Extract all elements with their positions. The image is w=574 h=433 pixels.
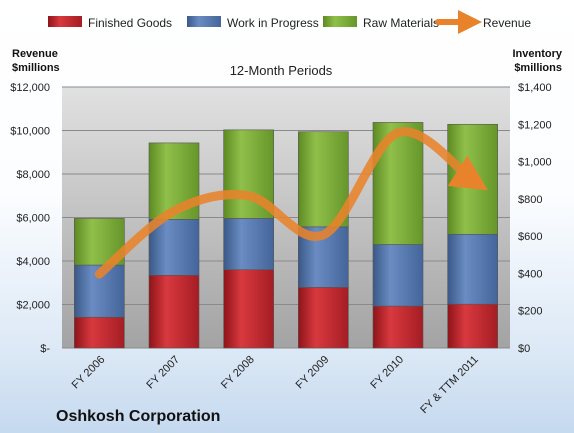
bar-finished-goods-4 <box>372 305 424 349</box>
legend-swatch-raw-materials <box>323 16 357 27</box>
right-tick-label-6: $1,200 <box>518 119 552 131</box>
legend-label-revenue: Revenue <box>483 16 531 30</box>
legend-label-raw-materials: Raw Materials <box>363 16 439 30</box>
bar-work-in-progress-4 <box>372 244 424 307</box>
x-tick-label-3: FY 2009 <box>294 354 332 392</box>
bar-finished-goods-5 <box>447 303 498 349</box>
left-axis-title-line1: Revenue <box>12 48 58 60</box>
bar-raw-materials-4 <box>372 122 424 245</box>
bar-work-in-progress-2 <box>223 218 274 271</box>
left-tick-label-1: $2,000 <box>16 300 50 312</box>
legend-swatch-finished-goods <box>48 16 82 27</box>
bar-finished-goods-0 <box>74 316 125 349</box>
bar-finished-goods-2 <box>223 269 274 349</box>
right-tick-label-5: $1,000 <box>518 157 552 169</box>
revenue-line-layer <box>94 127 488 279</box>
left-axis-ticks: $- $2,000 $4,000 $6,000 $8,000 $10,000 $12,000 <box>10 82 50 355</box>
legend-label-work-in-progress: Work in Progress <box>227 16 319 30</box>
left-axis-title-line2: $millions <box>12 62 60 74</box>
right-axis-title-line2: $millions <box>514 62 562 74</box>
x-tick-label-5: FY & TTM 2011 <box>418 354 481 417</box>
right-axis-ticks: $0 $200 $400 $600 $800 $1,000 $1,200 $1,400 <box>518 82 552 355</box>
right-tick-label-4: $800 <box>518 194 542 206</box>
left-tick-label-0: $- <box>40 343 50 355</box>
bars <box>74 122 498 349</box>
left-tick-label-5: $10,000 <box>10 126 50 138</box>
right-tick-label-0: $0 <box>518 343 530 355</box>
revenue-line <box>94 127 488 279</box>
chart-subtitle: 12-Month Periods <box>230 63 333 78</box>
x-tick-label-1: FY 2007 <box>144 354 182 392</box>
left-tick-label-6: $12,000 <box>10 82 50 94</box>
bar-finished-goods-1 <box>148 274 200 349</box>
right-tick-label-7: $1,400 <box>518 82 552 94</box>
bar-work-in-progress-1 <box>148 219 200 276</box>
left-tick-label-4: $8,000 <box>16 169 50 181</box>
bar-finished-goods-3 <box>298 287 349 349</box>
left-tick-label-2: $4,000 <box>16 256 50 268</box>
x-axis-ticks: FY 2006 FY 2007 FY 2008 FY 2009 FY 2010 FY & … <box>70 354 481 417</box>
right-tick-label-2: $400 <box>518 268 542 280</box>
right-tick-label-3: $600 <box>518 231 542 243</box>
left-tick-label-3: $6,000 <box>16 213 50 225</box>
gridlines <box>62 86 510 349</box>
right-tick-label-1: $200 <box>518 306 542 318</box>
legend-label-finished-goods: Finished Goods <box>88 16 172 30</box>
bar-work-in-progress-5 <box>447 233 498 305</box>
x-tick-label-0: FY 2006 <box>70 354 108 392</box>
x-tick-label-4: FY 2010 <box>368 354 406 392</box>
legend: Finished Goods Work in Progress Raw Mate… <box>48 10 531 34</box>
right-axis-title-line1: Inventory <box>512 48 562 60</box>
company-label: Oshkosh Corporation <box>56 408 220 425</box>
x-tick-label-2: FY 2008 <box>219 354 257 392</box>
legend-swatch-work-in-progress <box>187 16 221 27</box>
